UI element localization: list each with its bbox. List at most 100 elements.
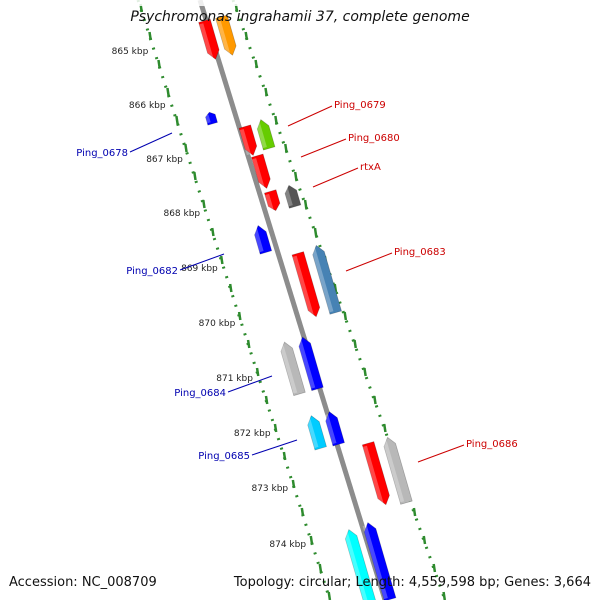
- scale-tick-left: [309, 535, 314, 545]
- scale-tick-left: [184, 143, 188, 153]
- cds-blue-3-highlight: [297, 339, 316, 389]
- gene-label-right: Ping_0683: [394, 247, 446, 258]
- scale-label: 870 kbp: [199, 319, 236, 329]
- accession-text: Accession: NC_008709: [9, 575, 157, 590]
- scale-tick-right: [373, 395, 377, 405]
- scale-tick-left: [246, 339, 251, 349]
- cds-red-1-highlight: [239, 129, 251, 156]
- scale-tick-right: [293, 171, 298, 181]
- scale-tick-left: [327, 591, 332, 600]
- cds-steelblue-arrow: [312, 244, 342, 315]
- cds-red-1-arrow: [238, 124, 258, 156]
- cds-cyan-2: [343, 529, 378, 600]
- scale-tick-right: [412, 507, 417, 517]
- cds-blue-3-arrow: [298, 336, 324, 392]
- cds-blue-3: [297, 336, 324, 392]
- label-connector: [179, 253, 225, 271]
- cds-red-2-arrow: [251, 153, 271, 189]
- cds-red-3-highlight: [265, 193, 274, 211]
- scale-tick-left: [166, 87, 170, 97]
- cds-red-4-arrow: [361, 441, 390, 506]
- scale-tick-left: [255, 367, 260, 377]
- gene-label-left: Ping_0685: [198, 451, 250, 462]
- scale-tick-left: [175, 115, 179, 125]
- cds-green: [255, 119, 276, 151]
- cds-blue-small: [205, 111, 218, 126]
- scale-tick-right: [363, 367, 367, 377]
- scale-tick-left: [237, 311, 242, 321]
- cds-cyan-2-arrow: [344, 529, 378, 600]
- cds-green-arrow: [256, 119, 276, 151]
- cds-blue-small-highlight: [205, 114, 211, 124]
- scale-tick-left: [202, 199, 206, 209]
- scale-label: 867 kbp: [146, 155, 183, 165]
- scale-tick-right: [343, 311, 348, 321]
- cds-green-highlight: [255, 122, 267, 149]
- scale-label: 865 kbp: [112, 47, 149, 57]
- scale-tick-left: [157, 59, 161, 69]
- scale-tick-left: [211, 227, 215, 237]
- cds-lightgray-highlight: [279, 344, 298, 394]
- scale-tick-right: [244, 31, 249, 41]
- cds-red-long-arrow: [291, 251, 321, 318]
- scale-label: 868 kbp: [163, 209, 200, 219]
- cds-blue-2-arrow: [254, 224, 273, 255]
- scale-tick-right: [264, 87, 268, 97]
- scale-tick-right: [254, 59, 259, 69]
- gene-label-right: Ping_0679: [334, 100, 386, 111]
- scale-label: 871 kbp: [216, 374, 253, 384]
- cds-red-top: [198, 18, 220, 60]
- cds-red-top-arrow: [198, 18, 220, 60]
- scale-tick-right: [333, 283, 338, 293]
- cds-orange-top-highlight: [216, 19, 231, 55]
- scale-label: 872 kbp: [234, 429, 271, 439]
- genome-backbone: [197, 0, 388, 600]
- cds-blue-4: [324, 411, 345, 447]
- cds-steelblue-highlight: [311, 247, 334, 313]
- cds-red-long: [291, 251, 321, 318]
- cds-cyan-2-highlight: [343, 532, 369, 600]
- cds-red-1: [238, 124, 258, 156]
- scale-tick-left: [148, 31, 152, 41]
- scale-tick-right: [353, 339, 357, 349]
- cds-lightgray-2: [382, 436, 413, 505]
- cds-blue-5-highlight: [362, 525, 388, 600]
- scale-label: 874 kbp: [269, 540, 306, 550]
- label-connector: [345, 252, 393, 272]
- cds-cyan: [306, 415, 327, 451]
- cds-blue-5: [362, 522, 397, 600]
- cds-gray-dark-highlight: [283, 187, 293, 207]
- cds-cyan-highlight: [306, 418, 319, 449]
- scale-tick-right: [382, 423, 387, 433]
- cds-blue-4-arrow: [325, 411, 345, 447]
- scale-tick-right: [274, 115, 278, 125]
- cds-steelblue: [311, 244, 342, 315]
- genome-summary-text: Topology: circular; Length: 4,559,598 bp…: [233, 575, 591, 590]
- scale-tick-right: [432, 563, 437, 573]
- label-connector: [227, 375, 273, 393]
- scale-label: 873 kbp: [251, 484, 288, 494]
- scale-label: 866 kbp: [129, 101, 166, 111]
- scale-tick-right: [303, 199, 308, 209]
- gene-label-right: Ping_0686: [466, 439, 518, 450]
- cds-red-3: [264, 189, 281, 212]
- cds-gray-dark: [283, 184, 302, 209]
- cds-lightgray-arrow: [280, 341, 306, 397]
- top-fade: [0, 0, 600, 6]
- cds-cyan-arrow: [307, 415, 327, 451]
- scale-tick-left: [282, 451, 287, 461]
- scale-tick-right: [422, 535, 427, 545]
- label-connector: [300, 138, 347, 158]
- cds-gray-dark-arrow: [284, 184, 302, 209]
- cds-lightgray-2-highlight: [382, 439, 405, 503]
- cds-orange-top: [215, 14, 237, 56]
- gene-label-right: rtxA: [360, 162, 381, 173]
- cds-red-3-arrow: [264, 189, 281, 212]
- cds-red-2: [251, 153, 271, 189]
- cds-blue-2-highlight: [252, 227, 264, 253]
- label-connector: [129, 132, 173, 153]
- cds-red-4: [361, 441, 390, 506]
- gene-label-left: Ping_0682: [126, 266, 178, 277]
